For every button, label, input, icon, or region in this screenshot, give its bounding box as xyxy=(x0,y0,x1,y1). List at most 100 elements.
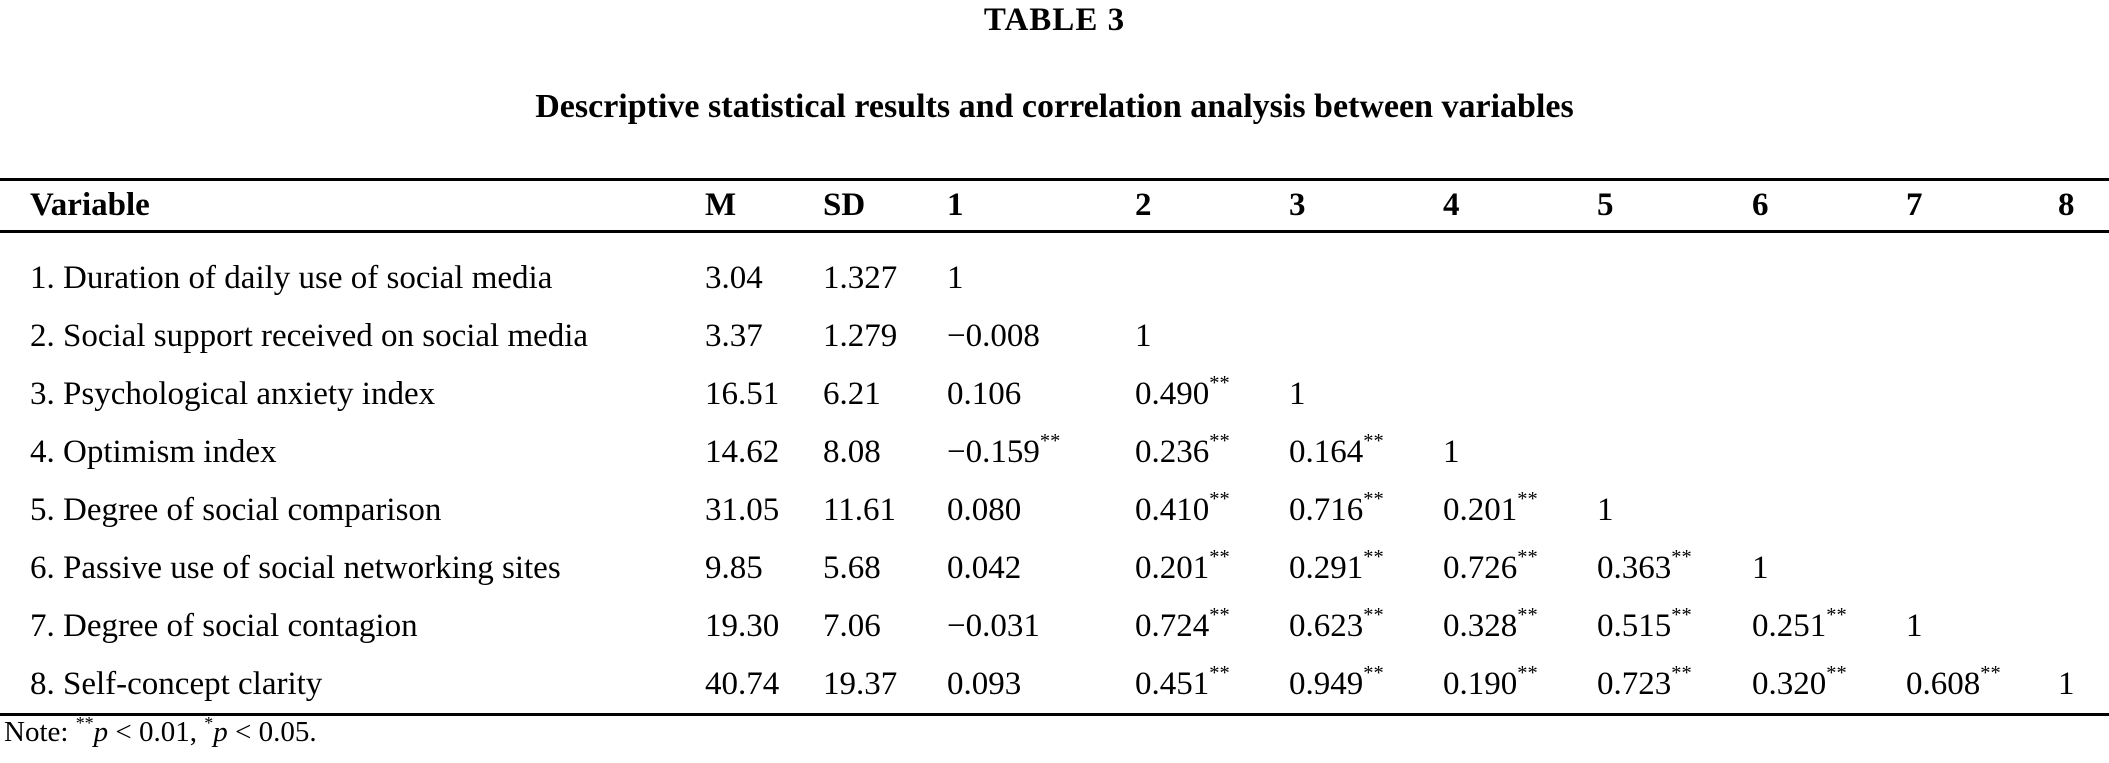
table-cell: 0.251** xyxy=(1752,604,1847,644)
table-cell xyxy=(1906,232,2058,308)
column-header-1: 1 xyxy=(947,179,1135,233)
table-cell xyxy=(1752,481,1906,539)
table-cell: −0.031 xyxy=(947,607,1040,644)
table-cell xyxy=(1289,232,1443,308)
table-cell: 3.04 xyxy=(705,259,763,296)
table-cell: 1 xyxy=(2058,665,2075,702)
table-row: 3. Psychological anxiety index 16.51 6.21 0… xyxy=(0,365,2109,423)
table-cell xyxy=(1906,481,2058,539)
table-cell: 0.363** xyxy=(1597,546,1692,586)
table-cell xyxy=(1752,423,1906,481)
table-cell: 1 xyxy=(1752,549,1769,586)
table-cell: 0.949** xyxy=(1289,662,1384,702)
table-cell: 1 xyxy=(1289,375,1306,412)
table-row: 7. Degree of social contagion 19.30 7.06 −0… xyxy=(0,597,2109,655)
table-cell xyxy=(1597,307,1752,365)
table-cell xyxy=(1752,232,1906,308)
table-cell: 0.723** xyxy=(1597,662,1692,702)
table-cell: 19.37 xyxy=(823,665,898,702)
table-row: 4. Optimism index 14.62 8.08 −0.159** 0.236*… xyxy=(0,423,2109,481)
row-variable-label: 8. Self-concept clarity xyxy=(30,665,323,702)
column-header-5: 5 xyxy=(1597,179,1752,233)
table-cell xyxy=(2058,232,2109,308)
table-cell xyxy=(1443,232,1597,308)
table-cell: 0.716** xyxy=(1289,488,1384,528)
table-cell xyxy=(2058,539,2109,597)
table-cell: 1.279 xyxy=(823,317,898,354)
column-header-variable: Variable xyxy=(0,179,705,233)
table-cell: 31.05 xyxy=(705,491,780,528)
row-variable-label: 2. Social support received on social med… xyxy=(30,317,589,354)
table-row: 1. Duration of daily use of social media… xyxy=(0,232,2109,308)
table-cell xyxy=(1906,539,2058,597)
table-cell: 0.106 xyxy=(947,375,1022,412)
table-cell xyxy=(1597,232,1752,308)
column-header-sd: SD xyxy=(823,179,947,233)
table-row: 6. Passive use of social networking site… xyxy=(0,539,2109,597)
table-cell: 0.451** xyxy=(1135,662,1230,702)
column-header-3: 3 xyxy=(1289,179,1443,233)
table-cell: 0.291** xyxy=(1289,546,1384,586)
table-cell: 0.515** xyxy=(1597,604,1692,644)
table-cell: 0.410** xyxy=(1135,488,1230,528)
table-cell: 0.623** xyxy=(1289,604,1384,644)
table-row: 5. Degree of social comparison 31.05 11.61… xyxy=(0,481,2109,539)
table-cell xyxy=(1906,307,2058,365)
table-cell xyxy=(1443,307,1597,365)
table-cell xyxy=(1135,232,1289,308)
table-cell xyxy=(1752,365,1906,423)
table-cell: 0.093 xyxy=(947,665,1022,702)
table-cell xyxy=(1443,365,1597,423)
table-cell: 1 xyxy=(947,259,964,296)
table-cell: 1.327 xyxy=(823,259,898,296)
table-cell: 19.30 xyxy=(705,607,780,644)
table-cell: 0.201** xyxy=(1443,488,1538,528)
table-cell: 0.726** xyxy=(1443,546,1538,586)
table-cell: 5.68 xyxy=(823,549,881,586)
table-cell xyxy=(1906,365,2058,423)
table-caption: Descriptive statistical results and corr… xyxy=(535,88,1574,125)
column-header-2: 2 xyxy=(1135,179,1289,233)
table-row: 2. Social support received on social med… xyxy=(0,307,2109,365)
table-cell xyxy=(1289,307,1443,365)
row-variable-label: 4. Optimism index xyxy=(30,433,277,470)
table-cell: 1 xyxy=(1135,317,1152,354)
table-cell: 0.201** xyxy=(1135,546,1230,586)
table-cell xyxy=(1906,423,2058,481)
row-variable-label: 3. Psychological anxiety index xyxy=(30,375,436,412)
column-header-m: M xyxy=(705,179,823,233)
table-cell: 14.62 xyxy=(705,433,780,470)
table-cell: 0.724** xyxy=(1135,604,1230,644)
row-variable-label: 1. Duration of daily use of social media xyxy=(30,259,553,296)
table-cell xyxy=(2058,423,2109,481)
table-cell xyxy=(2058,597,2109,655)
table-cell: 0.190** xyxy=(1443,662,1538,702)
column-header-7: 7 xyxy=(1906,179,2058,233)
column-header-4: 4 xyxy=(1443,179,1597,233)
table-cell: 7.06 xyxy=(823,607,881,644)
table-cell: 8.08 xyxy=(823,433,881,470)
row-variable-label: 5. Degree of social comparison xyxy=(30,491,442,528)
table-cell: 16.51 xyxy=(705,375,780,412)
table-body: 1. Duration of daily use of social media… xyxy=(0,232,2109,715)
table-cell: −0.159** xyxy=(947,430,1061,470)
column-header-6: 6 xyxy=(1752,179,1906,233)
row-variable-label: 6. Passive use of social networking site… xyxy=(30,549,561,586)
table-cell xyxy=(2058,307,2109,365)
correlation-table: Variable M SD 1 2 3 4 5 6 7 8 1. Duration of daily… xyxy=(0,178,2109,716)
table-cell: 3.37 xyxy=(705,317,763,354)
row-variable-label: 7. Degree of social contagion xyxy=(30,607,418,644)
table-cell xyxy=(2058,481,2109,539)
table-cell: 0.236** xyxy=(1135,430,1230,470)
table-cell: 11.61 xyxy=(823,491,897,528)
table-cell: 0.328** xyxy=(1443,604,1538,644)
table-note: Note: **p < 0.01, *p < 0.05. xyxy=(4,712,317,748)
table-cell: 6.21 xyxy=(823,375,881,412)
table-cell xyxy=(1752,307,1906,365)
table-cell: 1 xyxy=(1597,491,1614,528)
table-cell: 0.608** xyxy=(1906,662,2001,702)
table-cell: 0.080 xyxy=(947,491,1022,528)
table-label: TABLE 3 xyxy=(983,2,1126,38)
table-cell: −0.008 xyxy=(947,317,1040,354)
